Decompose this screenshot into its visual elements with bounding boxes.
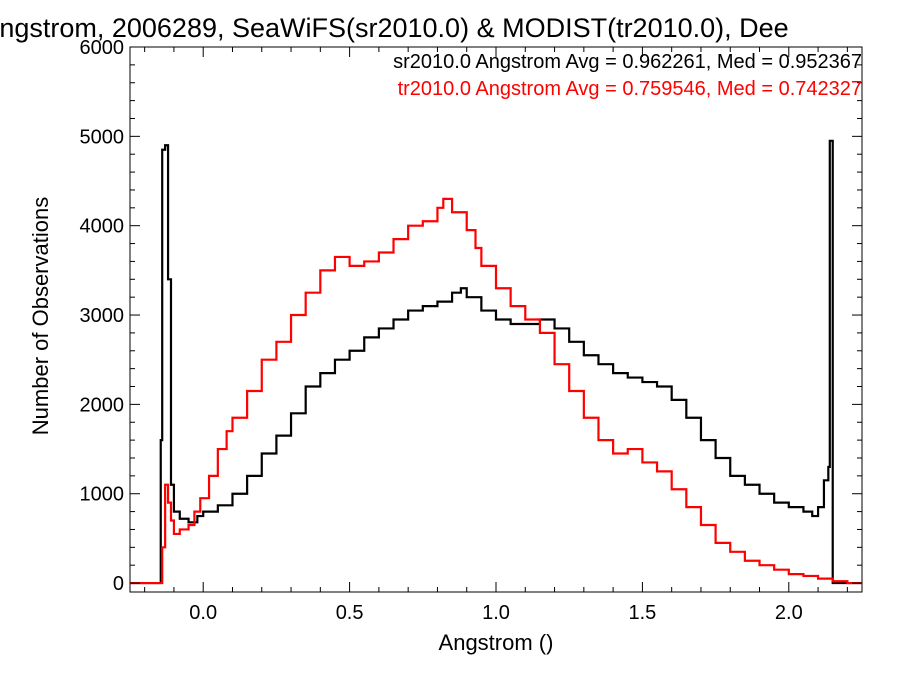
y-tick-label: 1000	[80, 484, 125, 506]
y-tick-label: 5000	[80, 126, 125, 148]
x-tick-label: 1.0	[482, 602, 510, 624]
series-layer	[130, 139, 862, 585]
chart-title: Angstrom, 2006289, SeaWiFS(sr2010.0) & M…	[0, 13, 789, 43]
legend-entry-2: tr2010.0 Angstrom Avg = 0.759546, Med = …	[398, 78, 862, 100]
y-tick-label: 3000	[80, 305, 125, 327]
x-tick-label: 0.5	[336, 602, 364, 624]
series-sr2010-line	[130, 139, 862, 585]
y-tick-label: 4000	[80, 216, 125, 238]
y-tick-label: 0	[113, 573, 124, 595]
x-axis-label: Angstrom ()	[439, 630, 554, 655]
y-tick-label: 6000	[80, 37, 125, 59]
x-tick-label: 0.0	[189, 602, 217, 624]
y-axis: 0 1000 2000 3000 4000 5000 6000	[80, 37, 862, 595]
series-tr2010-line	[130, 197, 862, 585]
x-tick-label: 1.5	[628, 602, 656, 624]
legend-entry-1: sr2010.0 Angstrom Avg = 0.962261, Med = …	[393, 51, 862, 73]
x-tick-label: 2.0	[775, 602, 803, 624]
y-tick-label: 2000	[80, 394, 125, 416]
y-axis-label: Number of Observations	[28, 197, 53, 435]
x-axis: 0.0 0.5 1.0 1.5 2.0	[144, 47, 848, 624]
